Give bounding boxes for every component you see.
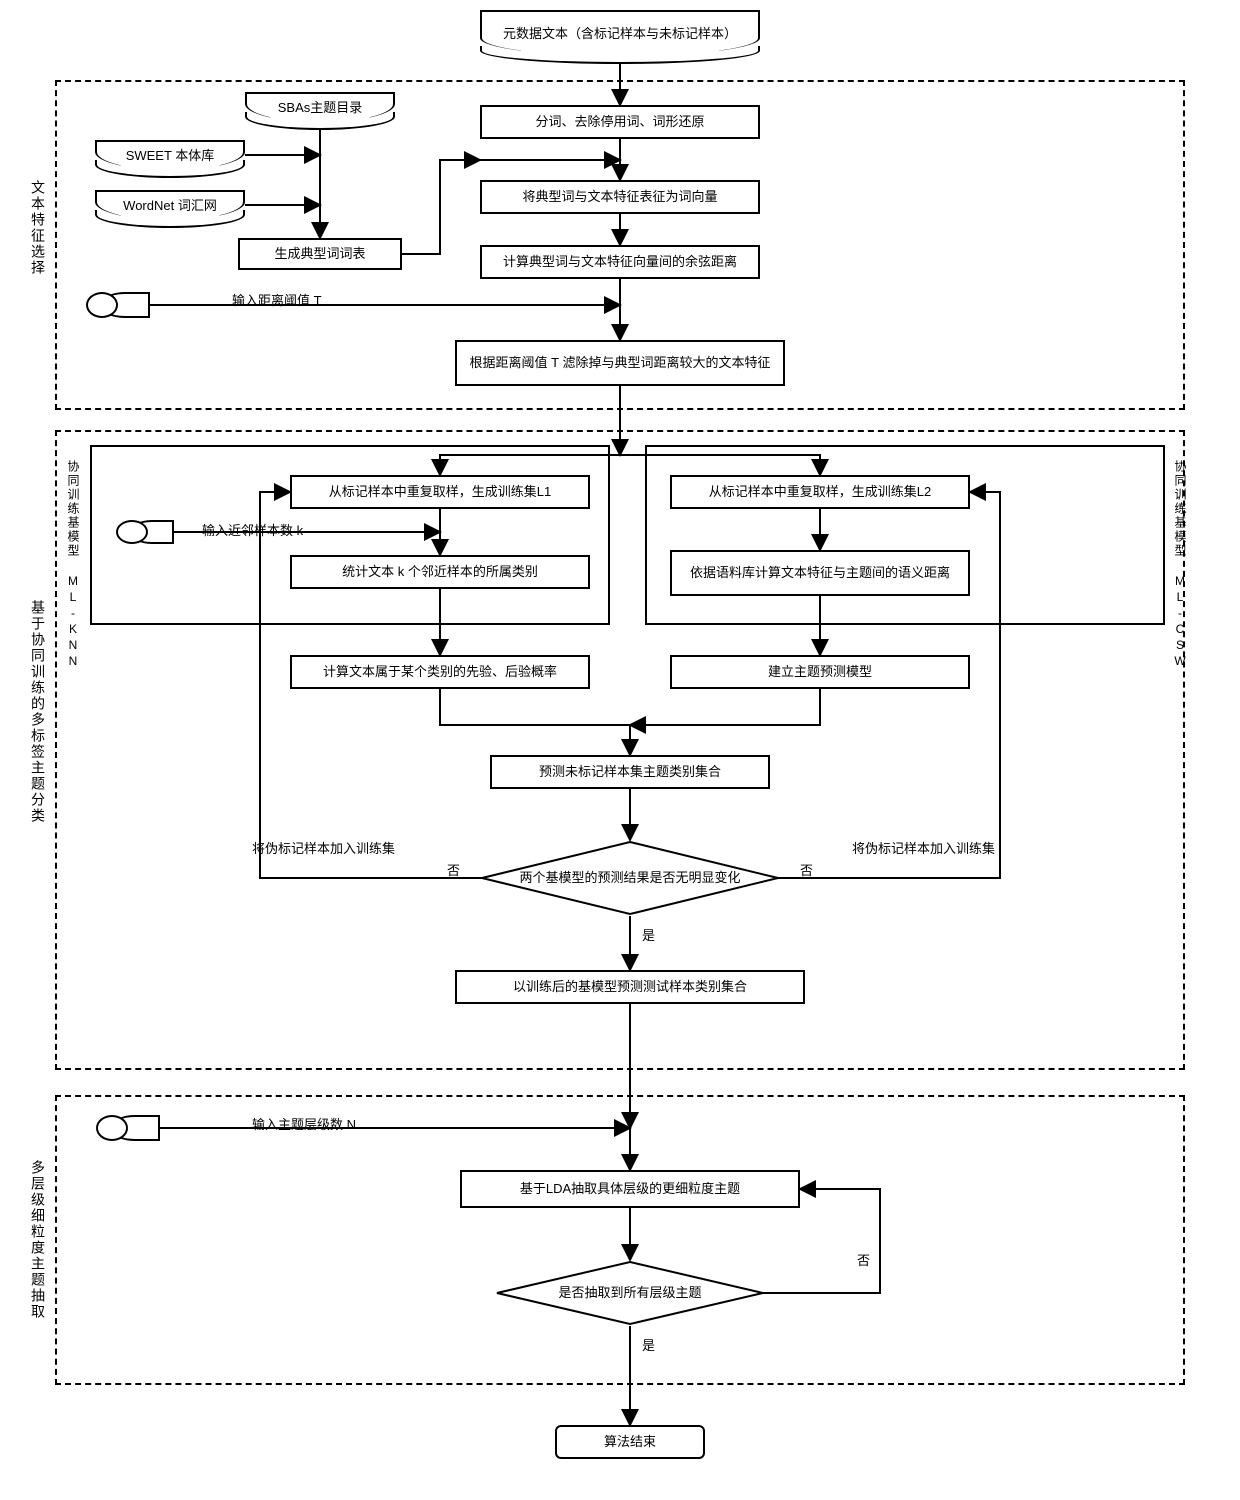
step-buildmodel: 建立主题预测模型 <box>670 655 970 689</box>
step-predict-unlabeled: 预测未标记样本集主题类别集合 <box>490 755 770 789</box>
decision-alllevel: 是否抽取到所有层级主题 <box>495 1260 765 1326</box>
section-text-feature-label: 文本特征选择 <box>28 180 48 276</box>
doc-metadata-text: 元数据文本（含标记样本与未标记样本） <box>503 25 737 43</box>
input-k-label: 输入近邻样本数 k <box>200 520 305 539</box>
step-resample-l1: 从标记样本中重复取样，生成训练集L1 <box>290 475 590 509</box>
pseudo-right-label: 将伪标记样本加入训练集 <box>850 838 997 857</box>
d1-no-left: 否 <box>445 860 462 879</box>
step-cosine: 计算典型词与文本特征向量间的余弦距离 <box>480 245 760 279</box>
section-lda-label: 多层级细粒度主题抽取 <box>28 1160 48 1320</box>
step-filter: 根据距离阈值 T 滤除掉与典型词距离较大的文本特征 <box>455 340 785 386</box>
step-end: 算法结束 <box>555 1425 705 1459</box>
mlknn-label: 协同训练基模型 ML-KNN <box>65 460 82 670</box>
step-knncount: 统计文本 k 个邻近样本的所属类别 <box>290 555 590 589</box>
doc-metadata: 元数据文本（含标记样本与未标记样本） <box>480 10 760 56</box>
d2-yes: 是 <box>640 1335 657 1354</box>
input-n-label: 输入主题层级数 N <box>250 1114 358 1133</box>
step-vectorize: 将典型词与文本特征表征为词向量 <box>480 180 760 214</box>
mlcsw-label: 协同训练基模型 ML-CSW <box>1172 460 1189 670</box>
section-lda <box>55 1095 1185 1385</box>
pseudo-left-label: 将伪标记样本加入训练集 <box>250 838 397 857</box>
step-semdist: 依据语料库计算文本特征与主题间的语义距离 <box>670 550 970 596</box>
mlcsw-box <box>645 445 1165 625</box>
d1-no-right: 否 <box>798 860 815 879</box>
input-k <box>130 520 174 544</box>
input-n <box>110 1115 160 1141</box>
step-calcprob: 计算文本属于某个类别的先验、后验概率 <box>290 655 590 689</box>
input-t-label: 输入距离阈值 T <box>230 290 324 309</box>
step-tokenize: 分词、去除停用词、词形还原 <box>480 105 760 139</box>
section-cotrain-label: 基于协同训练的多标签主题分类 <box>28 600 48 824</box>
step-resample-l2: 从标记样本中重复取样，生成训练集L2 <box>670 475 970 509</box>
d2-no: 否 <box>855 1250 872 1269</box>
flowchart-canvas: 文本特征选择 基于协同训练的多标签主题分类 多层级细粒度主题抽取 协同训练基模型… <box>0 0 1240 1500</box>
step-gendict: 生成典型词词表 <box>238 238 402 270</box>
input-t <box>100 292 150 318</box>
step-lda-extract: 基于LDA抽取具体层级的更细粒度主题 <box>460 1170 800 1208</box>
step-predict-test: 以训练后的基模型预测测试样本类别集合 <box>455 970 805 1004</box>
decision-converge: 两个基模型的预测结果是否无明显变化 <box>480 840 780 916</box>
d1-yes: 是 <box>640 925 657 944</box>
